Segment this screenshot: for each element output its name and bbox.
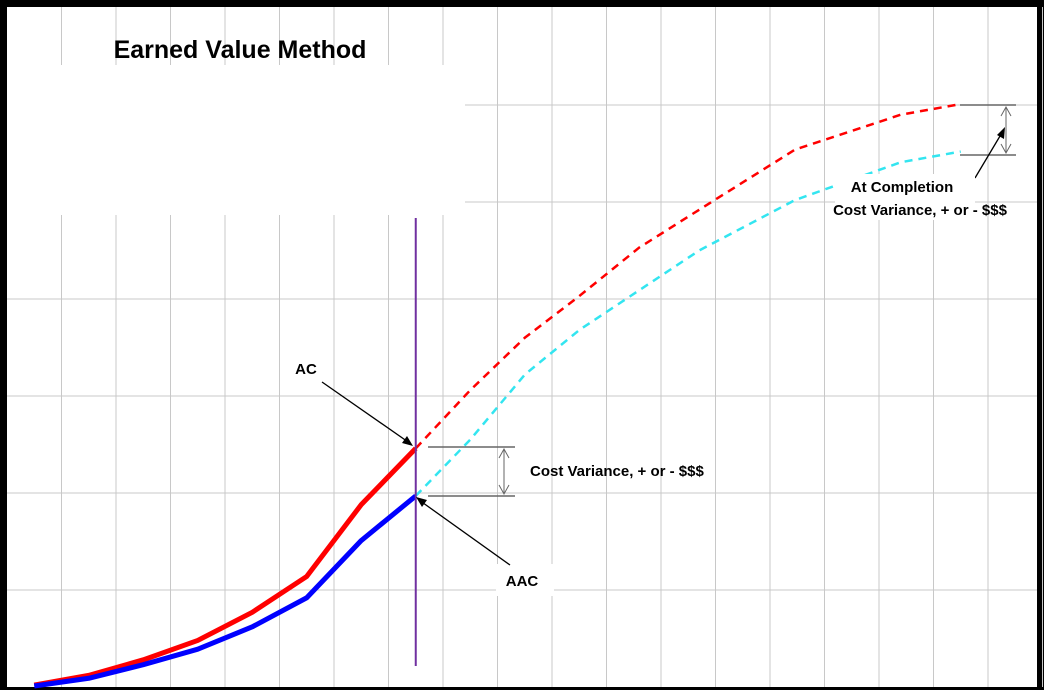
eac-arrowheads-icon: [1000, 105, 1012, 155]
ac-label-bg: [282, 352, 330, 382]
cv-arrowheads-icon: [498, 447, 510, 496]
series-line-ac: [33, 446, 418, 688]
eac-label-bg: [835, 174, 975, 220]
series-line-ac-forecast: [414, 102, 961, 450]
ac-arrow: [321, 381, 412, 445]
title-box: [7, 65, 465, 215]
eac-arrow: [974, 130, 1004, 179]
cost-variance-label: Cost Variance, + or - $$$: [530, 463, 704, 480]
series-line-aac: [33, 493, 418, 689]
eac-arrowhead-icon: [997, 127, 1005, 139]
at-completion-cv-label: Cost Variance, + or - $$$: [833, 202, 1007, 219]
ac-arrowhead-icon: [402, 436, 413, 446]
chart-title: Earned Value Method: [114, 36, 367, 64]
aac-arrowhead-icon: [416, 497, 427, 507]
aac-arrow: [418, 499, 511, 566]
aac-label-bg: [496, 564, 554, 596]
ac-label: AC: [295, 361, 317, 378]
aac-label: AAC: [506, 573, 539, 590]
at-completion-label: At Completion: [851, 179, 954, 196]
